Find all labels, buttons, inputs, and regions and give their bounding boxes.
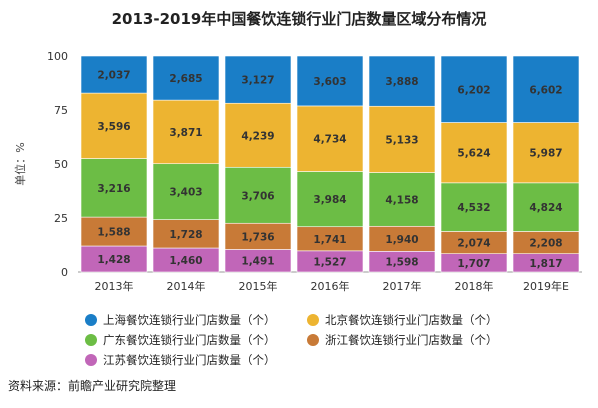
bar-value-label: 3,984: [313, 194, 346, 206]
x-tick-label: 2014年: [167, 279, 206, 293]
bar-segment: [296, 171, 364, 228]
bar-segment: [152, 219, 220, 249]
legend-label: 广东餐饮连锁行业门店数量（个）: [103, 333, 276, 347]
legend-label: 江苏餐饮连锁行业门店数量（个）: [103, 353, 276, 367]
bar-segment: [440, 55, 508, 123]
bar-segment: [80, 158, 148, 218]
bar-value-label: 1,588: [97, 227, 130, 239]
legend-swatch: [307, 314, 319, 326]
legend-swatch: [307, 334, 319, 346]
bar-segment: [80, 245, 148, 273]
bar-value-label: 4,824: [529, 202, 562, 214]
bar-segment: [296, 55, 364, 107]
bar-value-label: 1,707: [457, 258, 490, 270]
bar-value-label: 5,987: [529, 148, 562, 160]
bar-segment: [152, 99, 220, 165]
bar-segment: [152, 55, 220, 101]
bar-segment: [368, 55, 436, 107]
bar-value-label: 1,940: [385, 234, 418, 246]
bar-value-label: 1,491: [241, 256, 274, 268]
bar-value-label: 2,208: [529, 238, 562, 250]
bar-value-label: 6,202: [457, 84, 490, 96]
y-tick-label: 50: [54, 158, 68, 171]
y-axis-label: 单位：%: [13, 142, 27, 185]
legend-label: 上海餐饮连锁行业门店数量（个）: [103, 313, 276, 327]
legend-item: 上海餐饮连锁行业门店数量（个）: [85, 312, 276, 328]
y-tick-label: 25: [54, 212, 68, 225]
x-tick-label: 2013年: [95, 279, 134, 293]
bar-segment: [224, 102, 292, 168]
x-tick-label: 2018年: [455, 279, 494, 293]
x-tick-label: 2017年: [383, 279, 422, 293]
source-note: 资料来源：前瞻产业研究院整理: [8, 379, 177, 393]
y-tick-label: 0: [61, 266, 68, 279]
bar-segment: [80, 55, 148, 94]
bar-value-label: 4,532: [457, 202, 490, 214]
bar-value-label: 3,127: [241, 75, 274, 87]
bar-value-label: 3,403: [169, 187, 202, 199]
bar-value-label: 4,158: [385, 194, 418, 206]
bar-segment: [440, 122, 508, 184]
bar-segment: [296, 226, 364, 252]
bar-value-label: 3,706: [241, 190, 274, 202]
bar-value-label: 4,734: [313, 134, 346, 146]
bar-segment: [512, 182, 580, 232]
bar-value-label: 2,037: [97, 70, 130, 82]
bar-value-label: 1,527: [313, 256, 346, 268]
bar-value-label: 3,888: [385, 76, 418, 88]
x-tick-label: 2019年E: [523, 279, 569, 293]
bar-value-label: 2,685: [169, 73, 202, 85]
bar-value-label: 1,741: [313, 234, 346, 246]
bar-segment: [512, 55, 580, 123]
x-tick-label: 2015年: [239, 279, 278, 293]
bar-value-label: 6,602: [529, 84, 562, 96]
bar-value-label: 5,624: [457, 148, 490, 160]
bar-value-label: 1,460: [169, 255, 202, 267]
legend-swatch: [85, 334, 97, 346]
bar-value-label: 1,817: [529, 258, 562, 270]
legend-item: 浙江餐饮连锁行业门店数量（个）: [307, 332, 498, 348]
bar-segment: [80, 92, 148, 159]
bar-value-label: 4,239: [241, 130, 274, 142]
chart-title: 2013-2019年中国餐饮连锁行业门店数量区域分布情况: [111, 10, 487, 28]
bar-segment: [80, 216, 148, 247]
legend-item: 广东餐饮连锁行业门店数量（个）: [85, 332, 276, 348]
bar-value-label: 3,216: [97, 183, 130, 195]
bar-segment: [296, 105, 364, 172]
bar-value-label: 5,133: [385, 134, 418, 146]
bar-segment: [224, 222, 292, 250]
legend-label: 北京餐饮连锁行业门店数量（个）: [325, 313, 498, 327]
bar-segment: [512, 122, 580, 184]
bar-segment: [368, 105, 436, 173]
bar-value-label: 3,596: [97, 121, 130, 133]
y-tick-label: 100: [47, 50, 68, 63]
legend-swatch: [85, 314, 97, 326]
y-tick-label: 75: [54, 104, 68, 117]
bar-segment: [224, 55, 292, 104]
bar-segment: [152, 163, 220, 220]
bar-value-label: 3,603: [313, 76, 346, 88]
bar-value-label: 3,871: [169, 127, 202, 139]
legend-item: 江苏餐饮连锁行业门店数量（个）: [85, 352, 276, 368]
bar-segment: [224, 166, 292, 224]
bar-value-label: 1,598: [385, 257, 418, 269]
legend-swatch: [85, 354, 97, 366]
bar-value-label: 1,736: [241, 231, 274, 243]
bar-value-label: 2,074: [457, 238, 490, 250]
legend-item: 北京餐饮连锁行业门店数量（个）: [307, 312, 498, 328]
bar-value-label: 1,428: [97, 254, 130, 266]
legend-label: 浙江餐饮连锁行业门店数量（个）: [325, 333, 498, 347]
x-tick-label: 2016年: [311, 279, 350, 293]
bar-value-label: 1,728: [169, 229, 202, 241]
